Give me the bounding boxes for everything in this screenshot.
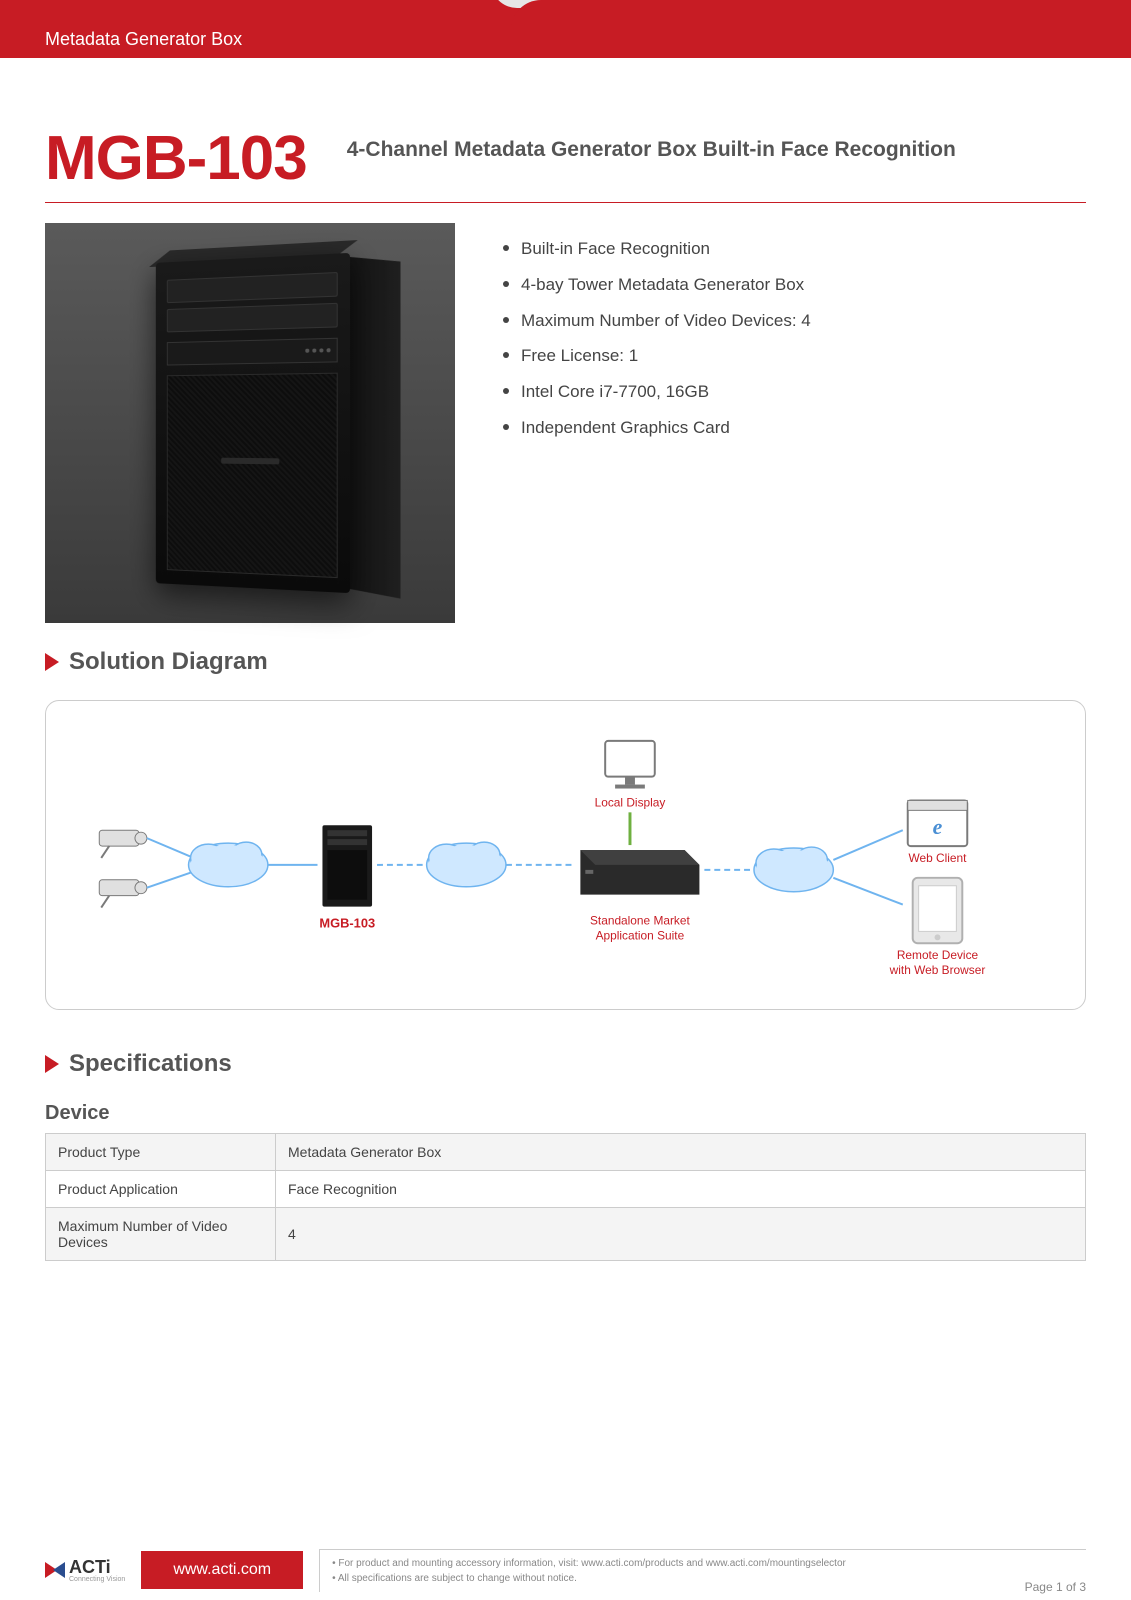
- spec-value: Face Recognition: [276, 1171, 1086, 1208]
- page-content: MGB-103 4-Channel Metadata Generator Box…: [0, 58, 1131, 1261]
- footer-url[interactable]: www.acti.com: [141, 1551, 303, 1589]
- diagram-label-remote2: with Web Browser: [889, 963, 986, 977]
- mgb-tower-icon: [322, 825, 372, 906]
- brand-logo: ACTi Connecting Vision: [45, 1557, 125, 1583]
- table-row: Product Type Metadata Generator Box: [46, 1134, 1086, 1171]
- header-category: Metadata Generator Box: [45, 29, 242, 50]
- diagram-label-remote1: Remote Device: [897, 948, 979, 962]
- camera-icon: [99, 880, 147, 908]
- footer-notes: • For product and mounting accessory inf…: [319, 1549, 1086, 1592]
- top-section: Built-in Face Recognition 4-bay Tower Me…: [45, 223, 1086, 623]
- triangle-icon: [45, 653, 59, 671]
- section-title: Solution Diagram: [69, 648, 268, 676]
- header-bar: Metadata Generator Box: [0, 0, 1131, 58]
- product-model: MGB-103: [45, 128, 307, 190]
- spec-label: Product Application: [46, 1171, 276, 1208]
- feature-item: 4-bay Tower Metadata Generator Box: [495, 267, 811, 303]
- feature-item: Independent Graphics Card: [495, 410, 811, 446]
- footer-link-mounting[interactable]: www.acti.com/mountingselector: [706, 1558, 846, 1569]
- appliance-icon: [580, 850, 699, 895]
- svg-text:e: e: [933, 815, 943, 839]
- cloud-icon: [189, 842, 268, 887]
- spec-label: Product Type: [46, 1134, 276, 1171]
- cloud-icon: [427, 842, 506, 887]
- product-image: [45, 223, 455, 623]
- feature-item: Maximum Number of Video Devices: 4: [495, 303, 811, 339]
- cloud-icon: [754, 847, 833, 892]
- brand-name: ACTi: [69, 1557, 111, 1577]
- footer-note-text: For product and mounting accessory infor…: [338, 1558, 581, 1569]
- diagram-label-suite1: Standalone Market: [590, 913, 691, 927]
- spec-table: Product Type Metadata Generator Box Prod…: [45, 1133, 1086, 1261]
- camera-icon: [99, 830, 147, 858]
- solution-diagram: MGB-103 Local Display: [45, 700, 1086, 1010]
- diagram-label-mgb: MGB-103: [319, 915, 375, 930]
- diagram-label-display: Local Display: [595, 795, 666, 809]
- tower-illustration: [156, 253, 350, 593]
- spec-label: Maximum Number of Video Devices: [46, 1208, 276, 1261]
- diagram-svg: MGB-103 Local Display: [86, 731, 1045, 979]
- logo-mark-icon: [45, 1562, 65, 1578]
- diagram-label-webclient: Web Client: [909, 851, 968, 865]
- feature-list: Built-in Face Recognition 4-bay Tower Me…: [495, 223, 811, 623]
- spec-value: Metadata Generator Box: [276, 1134, 1086, 1171]
- brand-tagline: Connecting Vision: [69, 1576, 125, 1583]
- feature-item: Free License: 1: [495, 338, 811, 374]
- page-indicator: Page 1 of 3: [1025, 1580, 1086, 1594]
- diagram-label-suite2: Application Suite: [596, 928, 685, 942]
- table-row: Maximum Number of Video Devices 4: [46, 1208, 1086, 1261]
- product-subtitle: 4-Channel Metadata Generator Box Built-i…: [347, 128, 1086, 164]
- browser-icon: e: [908, 800, 968, 846]
- feature-item: Built-in Face Recognition: [495, 231, 811, 267]
- section-title: Specifications: [69, 1050, 232, 1078]
- title-row: MGB-103 4-Channel Metadata Generator Box…: [45, 128, 1086, 203]
- section-heading-specs: Specifications: [45, 1050, 1086, 1078]
- footer-link-products[interactable]: www.acti.com/products: [581, 1558, 683, 1569]
- spec-group-title: Device: [45, 1102, 1086, 1125]
- table-row: Product Application Face Recognition: [46, 1171, 1086, 1208]
- triangle-icon: [45, 1055, 59, 1073]
- section-heading-diagram: Solution Diagram: [45, 648, 1086, 676]
- footer: ACTi Connecting Vision www.acti.com • Fo…: [0, 1540, 1131, 1600]
- footer-note-mid: and: [684, 1558, 706, 1569]
- feature-item: Intel Core i7-7700, 16GB: [495, 374, 811, 410]
- footer-note-2: All specifications are subject to change…: [338, 1573, 577, 1584]
- spec-value: 4: [276, 1208, 1086, 1261]
- tablet-icon: [913, 878, 963, 943]
- monitor-icon: [605, 741, 655, 789]
